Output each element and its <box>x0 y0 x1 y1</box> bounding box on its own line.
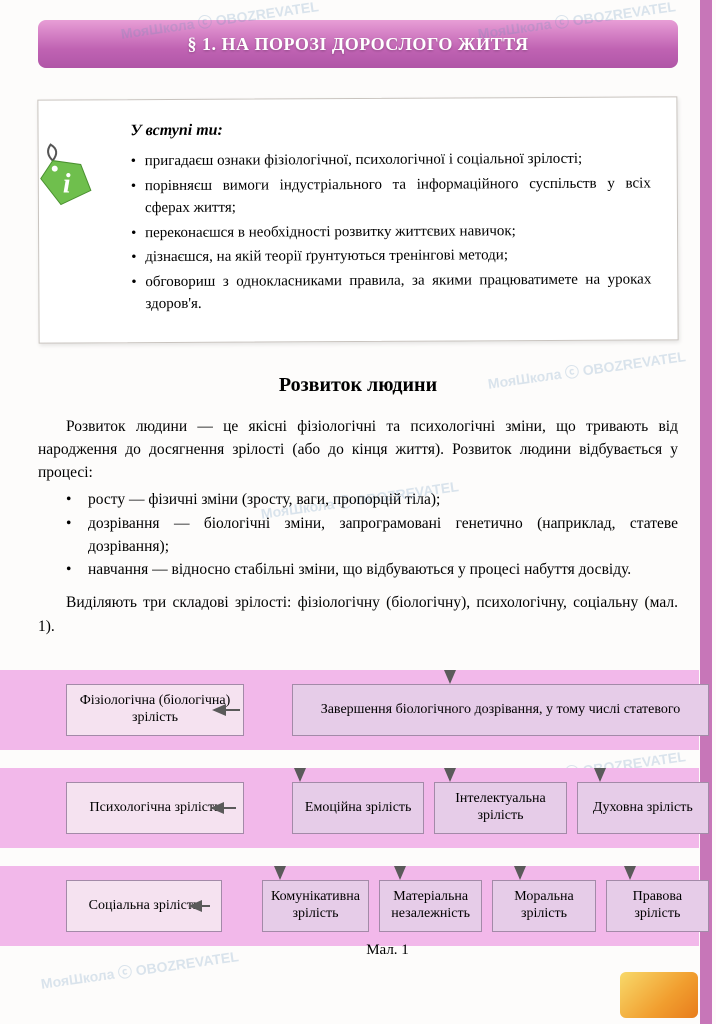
section-title: Розвиток людини <box>38 374 678 397</box>
node-communicative: Комунікативна зрілість <box>262 880 369 932</box>
process-item: росту — фізичні зміни (зросту, ваги, про… <box>38 488 678 511</box>
node-physiological: Фізіологічна (біологічна) зрілість <box>66 684 244 736</box>
node-emotional: Емоційна зрілість <box>292 782 424 834</box>
diagram-row-1: Фізіологічна (біологічна) зрілість Завер… <box>38 684 716 736</box>
node-intellectual: Інтелектуальна зрілість <box>434 782 566 834</box>
intro-item: дізнаєшся, на якій теорії ґрунтуються тр… <box>131 243 651 268</box>
diagram-row-3: Соціальна зрілість Комунікативна зріліст… <box>38 880 716 932</box>
section-header-text: § 1. НА ПОРОЗІ ДОРОСЛОГО ЖИТТЯ <box>188 34 529 55</box>
intro-title: У вступі ти: <box>130 119 650 140</box>
node-material: Матеріальна незалежність <box>379 880 482 932</box>
right-margin-band <box>700 0 712 1024</box>
node-spiritual: Духовна зрілість <box>577 782 709 834</box>
node-legal: Правова зрілість <box>606 880 709 932</box>
intro-item: пригадаєш ознаки фізіологічної, психолог… <box>131 147 651 172</box>
process-list: росту — фізичні зміни (зросту, ваги, про… <box>38 488 678 581</box>
figure-caption: Мал. 1 <box>38 942 716 959</box>
diagram-row-2: Психологічна зрілість Емоційна зрілість … <box>38 782 716 834</box>
intro-item: переконаєшся в необхідності розвитку жит… <box>131 219 651 244</box>
page-number-badge <box>620 972 698 1018</box>
node-biological-completion: Завершення біологічного дозрівання, у то… <box>292 684 709 736</box>
intro-list: пригадаєш ознаки фізіологічної, психолог… <box>131 147 652 315</box>
intro-item: обговориш з однокласниками правила, за я… <box>131 268 651 316</box>
process-item: дозрівання — біологічні зміни, запрограм… <box>38 512 678 559</box>
node-moral: Моральна зрілість <box>492 880 595 932</box>
info-tag-icon: i <box>33 138 113 208</box>
section-header: § 1. НА ПОРОЗІ ДОРОСЛОГО ЖИТТЯ <box>38 20 678 68</box>
svg-text:i: i <box>63 169 71 200</box>
paragraph: Розвиток людини — це якісні фізіологічні… <box>38 415 678 485</box>
node-psychological: Психологічна зрілість <box>66 782 244 834</box>
node-social: Соціальна зрілість <box>66 880 222 932</box>
paragraph: Виділяють три складові зрілості: фізіоло… <box>38 591 678 638</box>
textbook-page: МояШкола ⓒ OBOZREVATEL МояШкола ⓒ OBOZRE… <box>0 0 716 1024</box>
process-item: навчання — відносно стабільні зміни, що … <box>38 558 678 581</box>
intro-item: порівняєш вимоги індустріального та інфо… <box>131 172 651 220</box>
intro-card: i У вступі ти: пригадаєш ознаки фізіолог… <box>37 96 678 343</box>
